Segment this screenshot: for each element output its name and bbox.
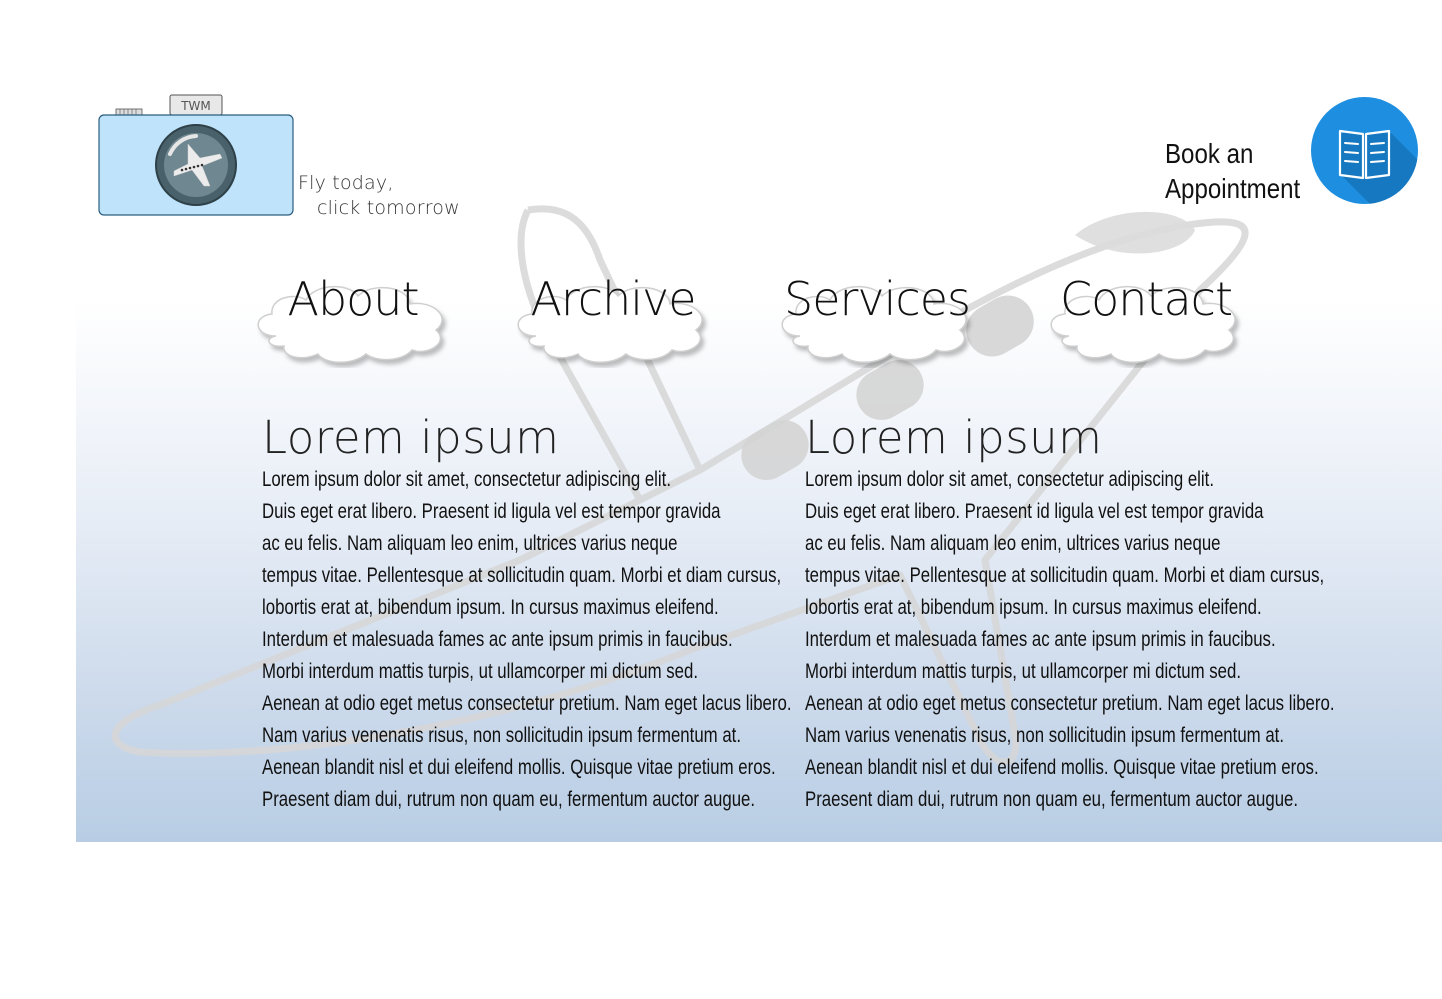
body-line: Morbi interdum mattis turpis, ut ullamco… <box>805 660 1242 683</box>
book-appointment-line-2: Appointment <box>1165 173 1301 204</box>
body-line: Aenean blandit nisl et dui eleifend moll… <box>262 756 776 779</box>
nav-about-label: About <box>287 272 419 326</box>
body-line: Interdum et malesuada fames ac ante ipsu… <box>805 628 1276 651</box>
body-line: Interdum et malesuada fames ac ante ipsu… <box>262 628 733 651</box>
nav-services[interactable]: Services <box>772 272 982 368</box>
nav-contact-label: Contact <box>1060 272 1233 326</box>
camera-logo[interactable]: TWM <box>96 92 296 218</box>
content-column-right: Lorem ipsum Lorem ipsum dolor sit amet, … <box>805 412 1442 816</box>
nav-archive-label: Archive <box>530 272 696 326</box>
cloud-icon <box>257 285 443 363</box>
nav-contact[interactable]: Contact <box>1041 272 1251 368</box>
body-line: Lorem ipsum dolor sit amet, consectetur … <box>262 468 671 491</box>
body-line: Praesent diam dui, rutrum non quam eu, f… <box>262 788 756 811</box>
nav-services-label: Services <box>784 272 971 326</box>
body-line: ac eu felis. Nam aliquam leo enim, ultri… <box>805 532 1221 555</box>
book-icon[interactable] <box>1311 97 1418 204</box>
body-line: Duis eget erat libero. Praesent id ligul… <box>805 500 1264 523</box>
column-heading: Lorem ipsum <box>805 411 1103 464</box>
column-body: Lorem ipsum dolor sit amet, consectetur … <box>262 464 792 816</box>
cloud-icon <box>1050 285 1236 363</box>
tagline-line-1: Fly today, <box>298 172 394 194</box>
nav-archive[interactable]: Archive <box>508 272 718 368</box>
nav-about[interactable]: About <box>248 272 458 368</box>
body-line: Nam varius venenatis risus, non sollicit… <box>805 724 1284 747</box>
body-line: tempus vitae. Pellentesque at sollicitud… <box>805 564 1325 587</box>
body-line: Morbi interdum mattis turpis, ut ullamco… <box>262 660 699 683</box>
content-column-left: Lorem ipsum Lorem ipsum dolor sit amet, … <box>262 412 924 816</box>
body-line: Aenean blandit nisl et dui eleifend moll… <box>805 756 1319 779</box>
tagline-line-2: click tomorrow <box>317 197 460 219</box>
body-line: Nam varius venenatis risus, non sollicit… <box>262 724 741 747</box>
body-line: Lorem ipsum dolor sit amet, consectetur … <box>805 468 1214 491</box>
book-appointment-link[interactable]: Book an Appointment <box>1165 136 1300 206</box>
book-appointment-line-1: Book an <box>1165 138 1254 169</box>
body-line: ac eu felis. Nam aliquam leo enim, ultri… <box>262 532 678 555</box>
body-line: lobortis erat at, bibendum ipsum. In cur… <box>805 596 1262 619</box>
column-body: Lorem ipsum dolor sit amet, consectetur … <box>805 464 1335 816</box>
column-heading: Lorem ipsum <box>262 411 560 464</box>
body-line: Aenean at odio eget metus consectetur pr… <box>262 692 792 715</box>
camera-logo-label: TWM <box>180 99 211 113</box>
cloud-icon <box>517 285 703 363</box>
body-line: tempus vitae. Pellentesque at sollicitud… <box>262 564 782 587</box>
cloud-icon <box>781 285 967 363</box>
body-line: Duis eget erat libero. Praesent id ligul… <box>262 500 721 523</box>
body-line: Aenean at odio eget metus consectetur pr… <box>805 692 1335 715</box>
body-line: lobortis erat at, bibendum ipsum. In cur… <box>262 596 719 619</box>
body-line: Praesent diam dui, rutrum non quam eu, f… <box>805 788 1299 811</box>
